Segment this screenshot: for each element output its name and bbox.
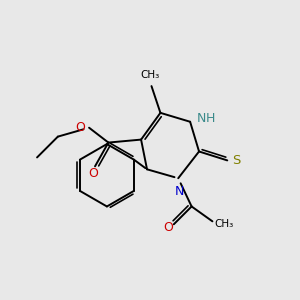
- Text: N: N: [175, 185, 184, 198]
- Text: O: O: [164, 221, 173, 234]
- Text: S: S: [232, 154, 240, 167]
- Text: O: O: [88, 167, 98, 180]
- Text: CH₃: CH₃: [214, 219, 233, 229]
- Text: CH₃: CH₃: [140, 70, 160, 80]
- Text: N: N: [197, 112, 206, 125]
- Text: O: O: [75, 121, 85, 134]
- Text: H: H: [206, 112, 215, 125]
